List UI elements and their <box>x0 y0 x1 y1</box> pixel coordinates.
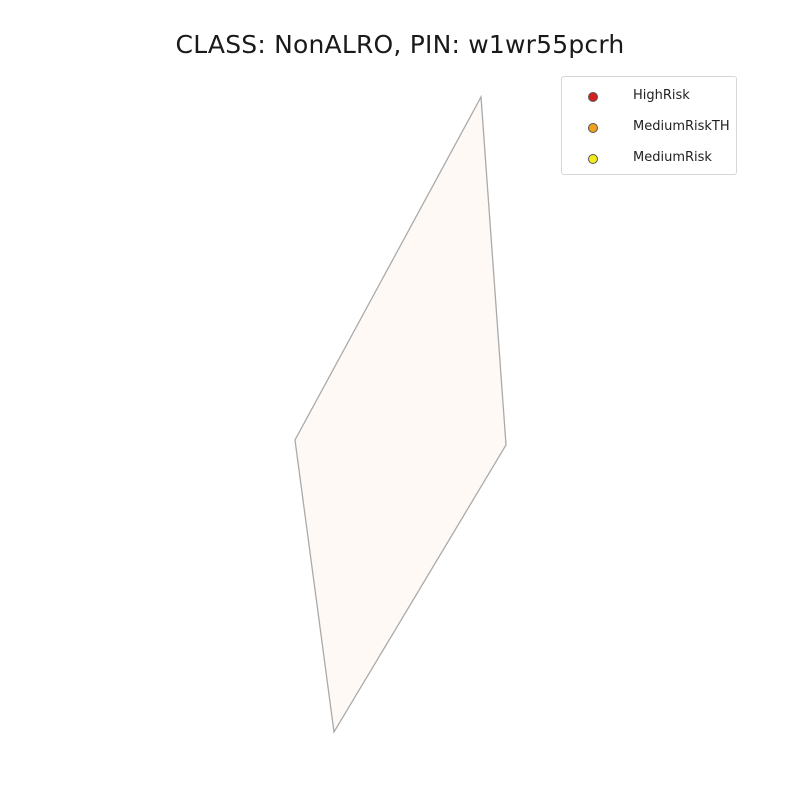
legend-marker-icon <box>588 154 598 164</box>
legend-marker-icon <box>588 92 598 102</box>
parcel-polygon <box>294 94 507 734</box>
legend-label: MediumRiskTH <box>633 119 730 134</box>
legend-label: HighRisk <box>633 88 690 103</box>
legend-label: MediumRisk <box>633 150 712 165</box>
legend-item-medium-risk: MediumRisk <box>562 148 738 168</box>
legend-item-high-risk: HighRisk <box>562 86 738 106</box>
legend: HighRisk MediumRiskTH MediumRisk <box>561 76 737 175</box>
legend-item-medium-risk-th: MediumRiskTH <box>562 117 738 137</box>
map-title: CLASS: NonALRO, PIN: w1wr55pcrh <box>175 30 625 59</box>
legend-marker-icon <box>588 123 598 133</box>
